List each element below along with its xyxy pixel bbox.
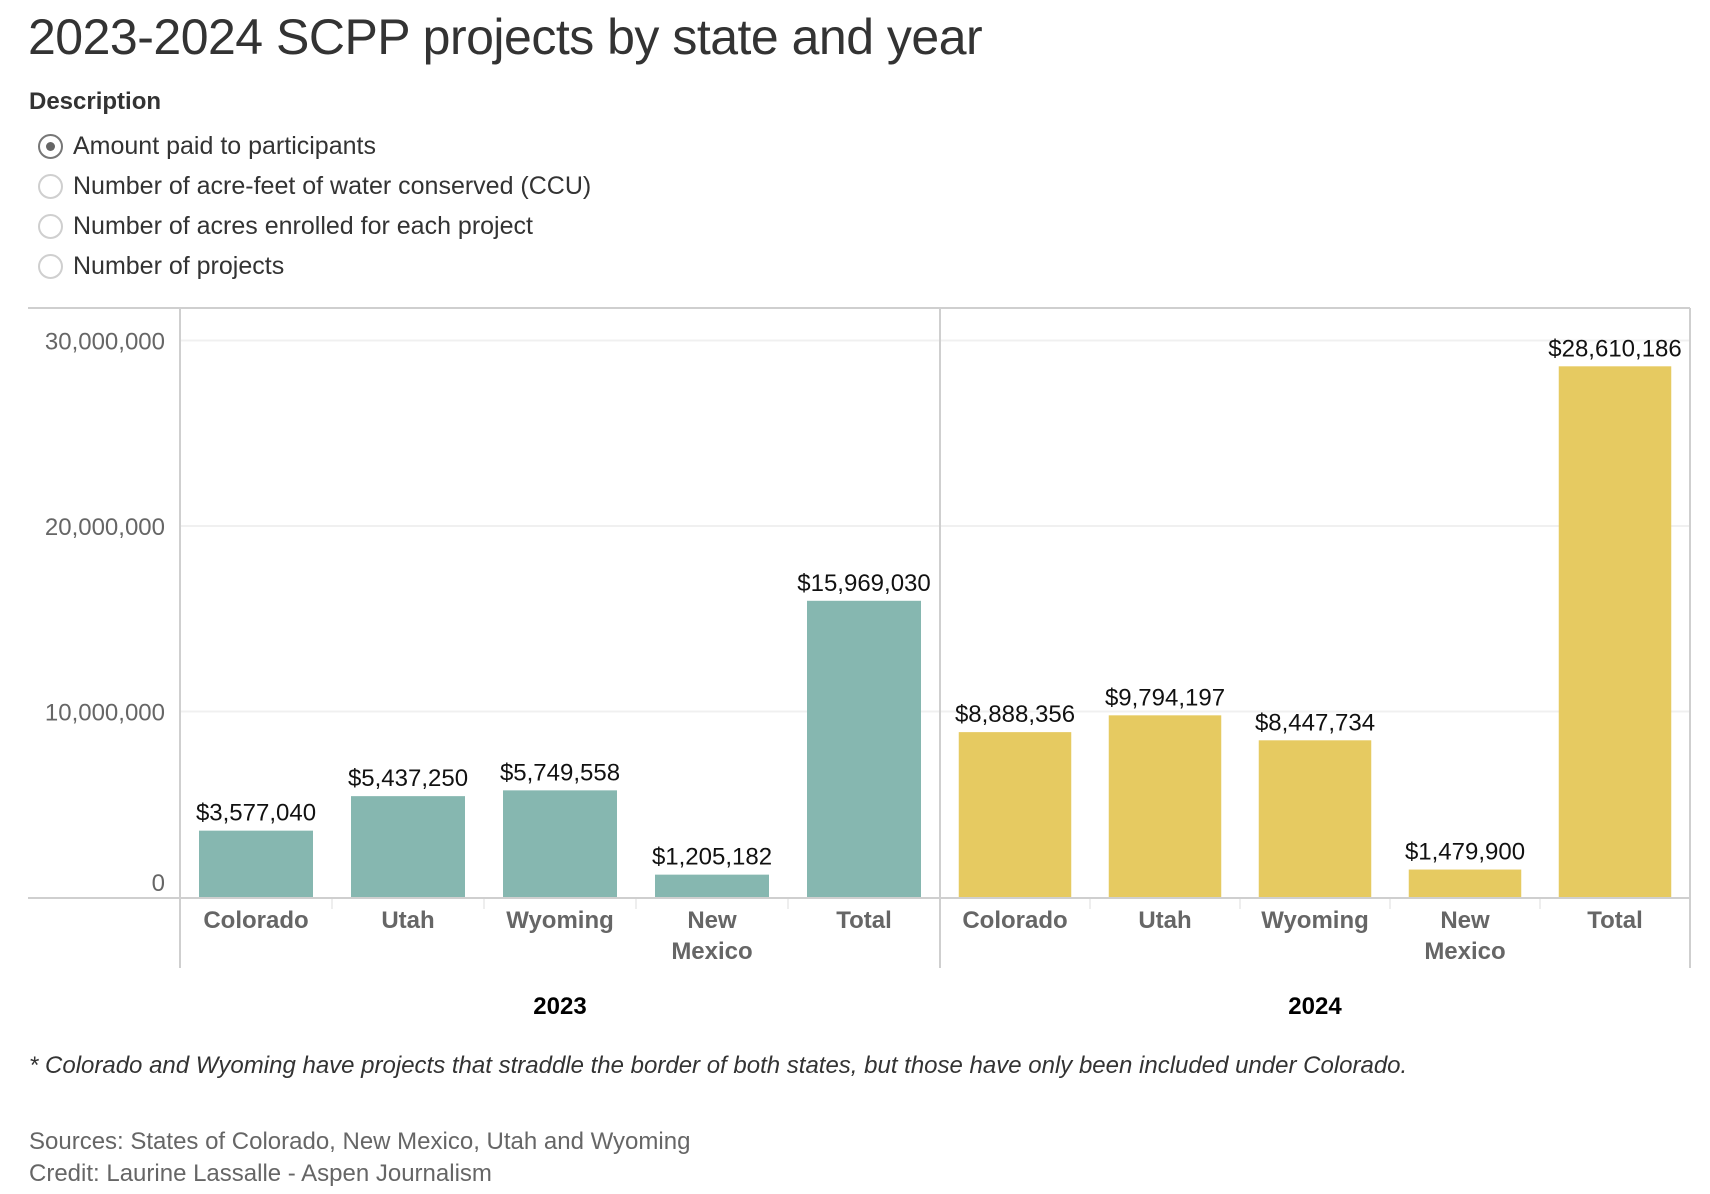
bar-2024-utah — [1108, 715, 1222, 897]
data-label: $5,437,250 — [348, 765, 468, 792]
y-tick-label: 0 — [152, 870, 165, 897]
description-radio-group: Amount paid to participants Number of ac… — [38, 126, 591, 286]
radio-button-icon[interactable] — [38, 173, 63, 199]
x-category-label: Colorado — [962, 907, 1067, 934]
description-filter-label: Description — [29, 88, 162, 115]
x-category-label: Mexico — [671, 938, 752, 965]
radio-option-acres-enrolled[interactable]: Number of acres enrolled for each projec… — [38, 206, 591, 246]
page-title: 2023-2024 SCPP projects by state and yea… — [28, 9, 983, 65]
radio-option-label: Number of acre-feet of water conserved (… — [73, 171, 592, 200]
x-category-label: Wyoming — [1261, 907, 1369, 934]
x-category-label: New — [1440, 907, 1490, 934]
x-category-label: Utah — [381, 907, 434, 934]
x-category-label: Wyoming — [506, 907, 614, 934]
bar-2023-new-mexico — [655, 874, 769, 897]
radio-option-label: Number of projects — [73, 251, 285, 280]
bar-2023-wyoming — [503, 790, 617, 897]
bar-2024-wyoming — [1258, 740, 1372, 897]
bar-2023-utah — [351, 796, 465, 897]
y-tick-label: 10,000,000 — [45, 700, 165, 727]
radio-button-icon[interactable] — [38, 133, 63, 159]
credit-text: Credit: Laurine Lassalle - Aspen Journal… — [29, 1160, 492, 1187]
radio-option-number-of-projects[interactable]: Number of projects — [38, 246, 591, 286]
sources-block: Sources: States of Colorado, New Mexico,… — [29, 1126, 690, 1190]
radio-option-amount-paid[interactable]: Amount paid to participants — [38, 126, 591, 166]
x-category-label: Mexico — [1424, 938, 1505, 965]
x-category-label: Total — [1587, 907, 1643, 934]
data-label: $3,577,040 — [196, 800, 316, 827]
x-category-label: Colorado — [203, 907, 308, 934]
bar-2024-colorado — [958, 732, 1072, 897]
x-category-label: Total — [836, 907, 892, 934]
data-label: $15,969,030 — [797, 570, 930, 597]
data-label: $8,447,734 — [1255, 709, 1375, 736]
x-category-label: New — [687, 907, 737, 934]
data-label: $28,610,186 — [1548, 335, 1681, 362]
bar-2023-colorado — [199, 830, 313, 897]
bar-2024-total — [1558, 366, 1672, 898]
x-category-label: Utah — [1138, 907, 1191, 934]
y-tick-label: 30,000,000 — [45, 329, 165, 356]
y-tick-label: 20,000,000 — [45, 514, 165, 541]
data-label: $5,749,558 — [500, 759, 620, 786]
year-group-label: 2023 — [533, 993, 586, 1020]
bar-chart: 0 10,000,000 20,000,000 30,000,000 $3,577,04… — [28, 307, 1691, 1020]
sources-text: Sources: States of Colorado, New Mexico,… — [29, 1128, 691, 1155]
bar-2024-new-mexico — [1408, 869, 1522, 897]
radio-button-icon[interactable] — [38, 253, 63, 279]
radio-option-acre-feet[interactable]: Number of acre-feet of water conserved (… — [38, 166, 591, 206]
radio-button-icon[interactable] — [38, 213, 63, 239]
bar-2023-total — [807, 600, 921, 897]
data-label: $1,479,900 — [1405, 839, 1525, 866]
year-group-label: 2024 — [1288, 993, 1342, 1020]
data-label: $9,794,197 — [1105, 684, 1225, 711]
footnote: * Colorado and Wyoming have projects tha… — [29, 1052, 1408, 1079]
radio-option-label: Amount paid to participants — [73, 131, 376, 160]
data-label: $1,205,182 — [652, 844, 772, 871]
radio-option-label: Number of acres enrolled for each projec… — [73, 211, 533, 240]
data-label: $8,888,356 — [955, 701, 1075, 728]
